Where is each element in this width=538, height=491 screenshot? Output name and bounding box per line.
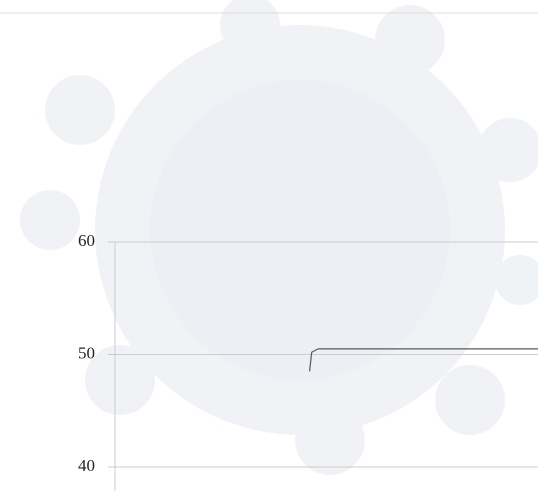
y-tick-label: 50 bbox=[78, 343, 95, 362]
data-line bbox=[308, 348, 538, 372]
y-tick-label: 60 bbox=[78, 231, 95, 250]
y-tick-label: 40 bbox=[78, 456, 95, 475]
background-virus bbox=[20, 0, 538, 475]
